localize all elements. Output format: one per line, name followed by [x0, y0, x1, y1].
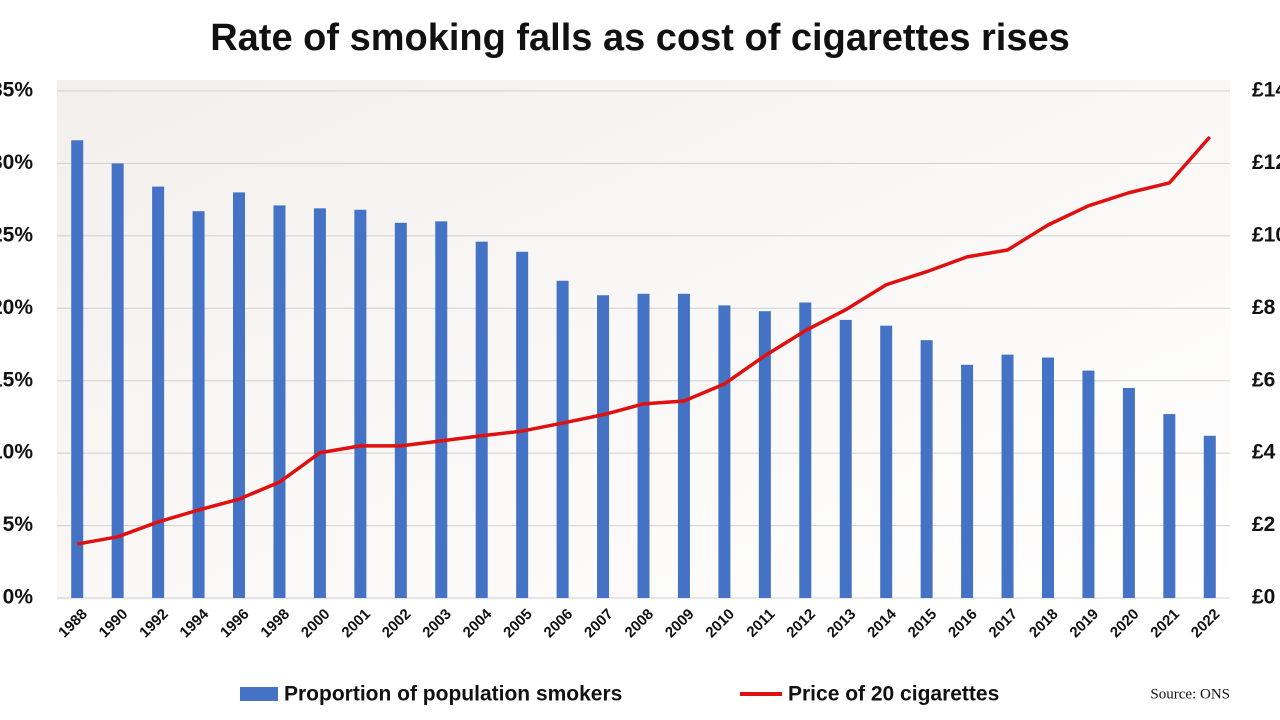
source: Source: ONS: [1150, 686, 1230, 702]
y2-tick-label: £4: [1252, 441, 1276, 464]
bar: [1082, 370, 1095, 598]
legend-label: Price of 20 cigarettes: [788, 683, 999, 706]
bar: [475, 241, 488, 598]
bar: [71, 140, 84, 598]
bar: [758, 311, 771, 598]
chart-title: Rate of smoking falls as cost of cigaret…: [210, 17, 1070, 59]
bar: [1001, 354, 1014, 598]
y-tick-label: 35%: [0, 79, 33, 102]
bar: [880, 325, 893, 598]
bar: [354, 209, 367, 599]
bar: [1203, 435, 1216, 598]
y-tick-label: 10%: [0, 441, 33, 464]
y2-tick-label: £2: [1252, 513, 1275, 536]
bar: [516, 251, 529, 598]
legend-swatch: [240, 687, 278, 701]
y2-tick-label: £14: [1252, 79, 1280, 102]
bar: [394, 222, 407, 598]
y-tick-label: 30%: [0, 151, 33, 174]
legend-label: Proportion of population smokers: [284, 683, 622, 706]
y-tick-label: 15%: [0, 368, 33, 391]
bar: [152, 186, 165, 598]
y2-tick-label: £8: [1252, 296, 1276, 319]
bar: [313, 208, 326, 598]
bar: [192, 211, 205, 598]
y-tick-label: 20%: [0, 296, 33, 319]
bar: [233, 192, 246, 598]
line: [76, 135, 1212, 546]
bar: [435, 221, 448, 598]
bar: [920, 340, 933, 598]
bar: [961, 364, 974, 598]
y-tick-label: 25%: [0, 223, 33, 246]
bar: [1122, 387, 1135, 598]
bar: [111, 163, 124, 598]
y-tick-label: 5%: [3, 513, 34, 536]
bar: [637, 293, 650, 598]
bar: [799, 302, 812, 598]
y-tick-label: 0%: [3, 586, 34, 609]
bar: [556, 280, 569, 598]
bar: [273, 205, 286, 599]
bar: [839, 319, 852, 598]
y2-tick-label: £10: [1252, 223, 1280, 246]
y2-tick-label: £6: [1252, 368, 1275, 391]
y2-tick-label: £0: [1252, 586, 1275, 609]
bar: [677, 293, 690, 598]
y2-tick-label: £12: [1252, 151, 1280, 174]
bar: [597, 295, 610, 598]
bar: [1041, 357, 1054, 598]
bar: [718, 305, 731, 598]
bar: [1163, 414, 1176, 598]
